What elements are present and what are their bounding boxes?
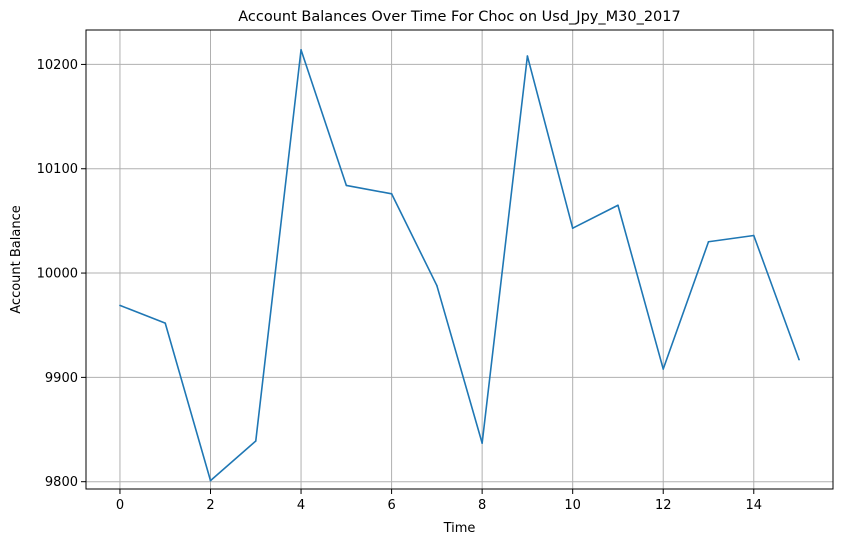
series-layer <box>119 49 800 482</box>
data-point <box>571 227 574 229</box>
chart-title: Account Balances Over Time For Choc on U… <box>238 9 680 25</box>
y-tick-label: 10000 <box>37 267 78 282</box>
data-point <box>526 55 529 57</box>
data-point <box>209 479 212 482</box>
x-tick-label: 12 <box>655 498 672 513</box>
plot-frame <box>85 29 834 490</box>
data-point <box>390 192 393 195</box>
x-tick-label: 8 <box>478 498 486 513</box>
data-point <box>752 234 755 237</box>
data-point <box>164 322 167 324</box>
x-tick-label: 6 <box>387 498 395 513</box>
data-point <box>119 304 121 307</box>
x-axis-label: Time <box>443 521 476 536</box>
grid-lines <box>86 30 833 489</box>
y-axis-label: Account Balance <box>9 205 24 313</box>
ticks: 0 2 4 6 8 10 12 14 9800 9900 10000 10100 10200 <box>37 58 762 513</box>
data-point <box>481 442 483 444</box>
data-point <box>436 284 438 287</box>
data-point <box>300 49 302 51</box>
x-tick-label: 14 <box>745 498 762 513</box>
data-point <box>662 368 665 370</box>
data-point <box>254 440 257 442</box>
y-tick-label: 10200 <box>37 58 78 73</box>
data-point <box>707 240 710 243</box>
data-point <box>345 184 348 187</box>
x-tick-label: 10 <box>564 498 581 513</box>
data-point <box>617 204 619 207</box>
x-tick-label: 4 <box>297 498 305 513</box>
series-line <box>119 49 800 482</box>
y-tick-label: 10100 <box>37 162 78 177</box>
y-tick-label: 9900 <box>45 371 78 386</box>
x-tick-label: 2 <box>206 498 214 513</box>
data-point <box>798 358 800 361</box>
x-tick-label: 0 <box>116 498 124 513</box>
y-tick-label: 9800 <box>45 475 78 490</box>
